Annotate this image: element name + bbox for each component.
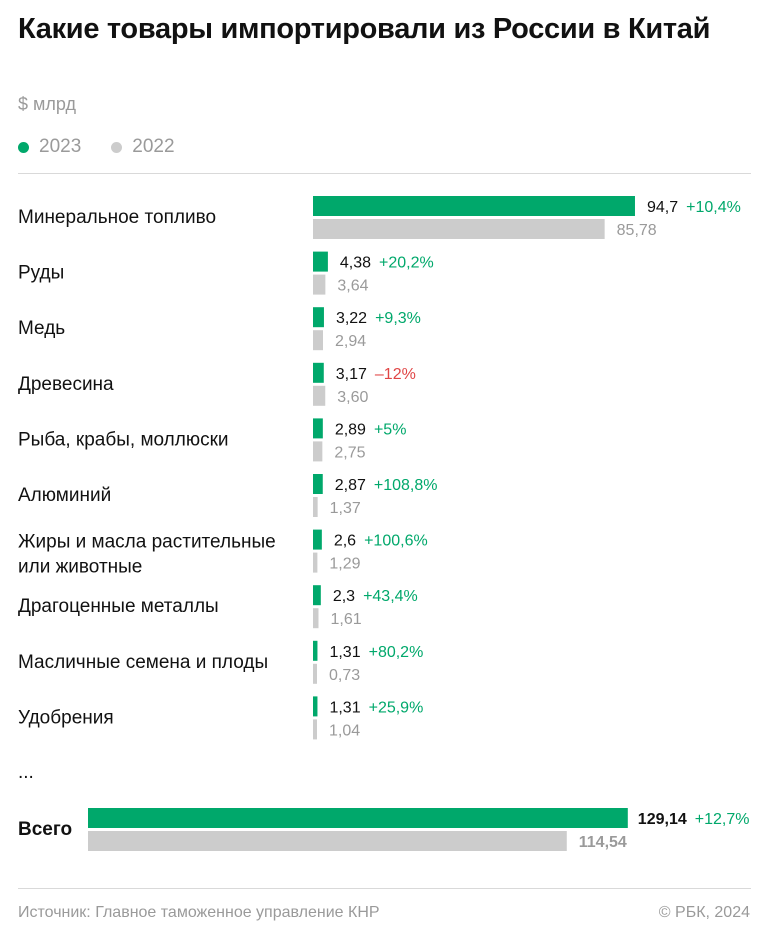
category-label: Жиры и масла растительные: [18, 532, 276, 553]
bar-chart: Минеральное топливо 94,7 +10,4% 85,78 Руды 4,…: [18, 196, 750, 851]
bar-2022: [313, 219, 605, 239]
value-label-2022: 1,61: [330, 611, 361, 628]
value-label-2022: 3,64: [337, 278, 368, 295]
top-divider: [18, 173, 751, 174]
bar-2023: [313, 529, 322, 550]
total-label: Всего: [18, 819, 72, 840]
category-label: Драгоценные металлы: [18, 596, 219, 617]
legend: 2023 2022: [18, 136, 205, 158]
change-label: –12%: [375, 366, 416, 383]
value-label-2022: 1,04: [329, 722, 360, 739]
value-label-2022: 2,75: [334, 444, 365, 461]
value-label-2023: 2,3: [333, 588, 355, 605]
legend-dot-2022: [111, 141, 123, 153]
value-label-2023: 3,17: [336, 366, 367, 383]
bar-2023: [313, 196, 635, 216]
total-value-2023: 129,14: [638, 811, 687, 828]
category-label: Медь: [18, 318, 65, 339]
change-label: +20,2%: [379, 255, 434, 272]
copyright: © РБК, 2024: [658, 904, 750, 921]
bar-2023: [313, 640, 318, 661]
value-label-2023: 4,38: [340, 255, 371, 272]
bar-2022: [313, 274, 326, 295]
legend-dot-2023: [18, 141, 29, 153]
value-label-2023: 1,31: [329, 644, 360, 661]
bar-2023: [313, 696, 318, 717]
bar-2023: [313, 251, 328, 272]
value-label-2022: 0,73: [329, 667, 360, 684]
unit-label: $ млрд: [18, 94, 76, 114]
change-label: +80,2%: [369, 644, 424, 661]
legend-item-2022: 2022: [111, 136, 175, 158]
category-label: Масличные семена и плоды: [18, 652, 268, 673]
change-label: +108,8%: [374, 477, 438, 494]
change-label: +43,4%: [363, 588, 418, 605]
category-label: Алюминий: [18, 485, 111, 506]
category-label: Древесина: [18, 374, 114, 395]
value-label-2022: 85,78: [617, 222, 657, 239]
change-label: +25,9%: [369, 699, 424, 716]
value-label-2023: 3,22: [336, 310, 367, 327]
total-change-label: +12,7%: [695, 811, 750, 828]
bar-2023: [313, 307, 324, 328]
bottom-divider: [18, 888, 751, 889]
value-label-2022: 3,60: [337, 389, 368, 406]
change-label: +100,6%: [364, 533, 428, 550]
bar-2022: [313, 441, 323, 462]
category-label: Рыба, крабы, моллюски: [18, 429, 229, 450]
bar-2023: [313, 585, 321, 606]
change-label: +5%: [374, 421, 406, 438]
change-label: +9,3%: [375, 310, 421, 327]
value-label-2022: 1,37: [330, 500, 361, 517]
bar-2023: [313, 418, 323, 439]
legend-label-2023: 2023: [39, 136, 82, 157]
category-label: или животные: [18, 557, 142, 578]
total-bar-2023: [88, 808, 628, 828]
bar-2023: [313, 362, 324, 383]
total-value-2022: 114,54: [579, 834, 627, 851]
value-label-2023: 2,89: [335, 421, 366, 438]
bar-2022: [313, 608, 319, 629]
bar-2022: [313, 330, 323, 351]
chart-title: Какие товары импортировали из России в К…: [18, 13, 711, 45]
value-label-2023: 2,87: [335, 477, 366, 494]
category-label: Удобрения: [18, 707, 114, 728]
bar-2022: [313, 552, 318, 573]
bar-2022: [313, 719, 317, 740]
value-label-2023: 94,7: [647, 199, 678, 216]
bar-2022: [313, 385, 326, 406]
category-label: Минеральное топливо: [18, 207, 216, 228]
category-label: Руды: [18, 263, 64, 284]
bar-2023: [313, 474, 323, 494]
bar-2022: [313, 663, 317, 684]
ellipsis-label: ...: [18, 762, 34, 783]
bar-2022: [313, 497, 318, 517]
value-label-2022: 1,29: [329, 556, 360, 573]
legend-item-2023: 2023: [18, 136, 81, 158]
total-bar-2022: [88, 831, 567, 851]
value-label-2023: 2,6: [334, 533, 356, 550]
value-label-2023: 1,31: [329, 699, 360, 716]
source-note: Источник: Главное таможенное управление …: [18, 904, 380, 921]
legend-label-2022: 2022: [132, 136, 175, 157]
value-label-2022: 2,94: [335, 333, 366, 350]
change-label: +10,4%: [686, 199, 741, 216]
